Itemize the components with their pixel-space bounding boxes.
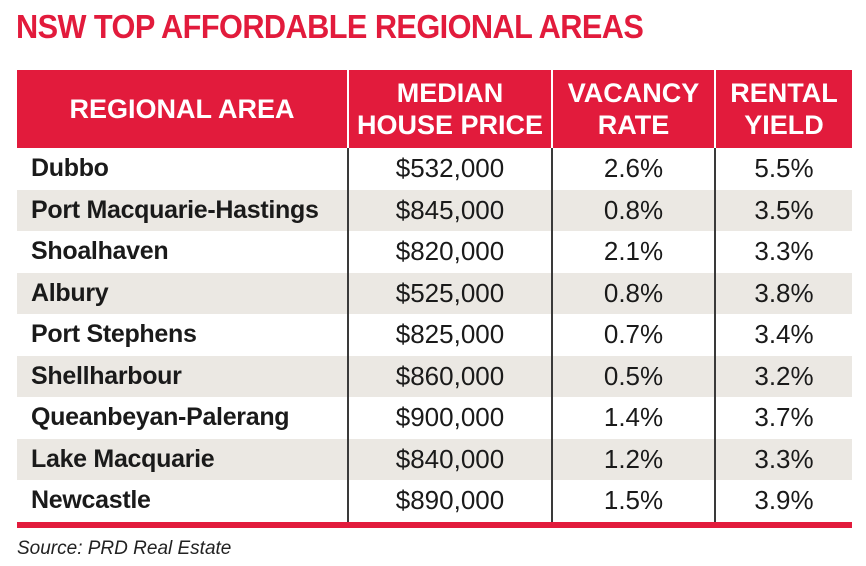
bottom-divider [17,522,852,528]
cell-regional-area: Dubbo [17,148,349,190]
cell-rental-yield: 3.3% [715,231,852,273]
cell-median-house-price: $532,000 [348,148,553,190]
table-row: Dubbo $532,000 2.6% 5.5% [17,148,852,190]
cell-median-house-price: $890,000 [348,480,553,522]
table-row: Queanbeyan-Palerang $900,000 1.4% 3.7% [17,397,852,439]
cell-regional-area: Lake Macquarie [17,438,349,480]
table-header: REGIONAL AREA MEDIAN HOUSE PRICE VACANCY… [17,70,852,148]
cell-rental-yield: 5.5% [715,148,852,190]
table-row: Lake Macquarie $840,000 1.2% 3.3% [17,438,852,480]
header-regional-area: REGIONAL AREA [17,70,349,148]
cell-regional-area: Queanbeyan-Palerang [17,397,349,439]
cell-median-house-price: $860,000 [348,355,553,397]
table-row: Port Stephens $825,000 0.7% 3.4% [17,314,852,356]
cell-median-house-price: $525,000 [348,272,553,314]
cell-rental-yield: 3.5% [715,189,852,231]
header-row: REGIONAL AREA MEDIAN HOUSE PRICE VACANCY… [17,70,852,148]
source-note: Source: PRD Real Estate [17,538,232,559]
cell-median-house-price: $845,000 [348,189,553,231]
table-row: Newcastle $890,000 1.5% 3.9% [17,480,852,522]
cell-rental-yield: 3.7% [715,397,852,439]
cell-vacancy-rate: 1.2% [552,438,716,480]
cell-regional-area: Shellharbour [17,355,349,397]
cell-regional-area: Albury [17,272,349,314]
header-rental-yield: RENTAL YIELD [715,70,852,148]
cell-vacancy-rate: 0.8% [552,189,716,231]
table-row: Shellharbour $860,000 0.5% 3.2% [17,355,852,397]
cell-vacancy-rate: 1.5% [552,480,716,522]
table-body: Dubbo $532,000 2.6% 5.5% Port Macquarie-… [17,148,852,522]
page-title: NSW TOP AFFORDABLE REGIONAL AREAS [16,8,644,45]
cell-rental-yield: 3.9% [715,480,852,522]
data-table: REGIONAL AREA MEDIAN HOUSE PRICE VACANCY… [17,70,852,522]
cell-regional-area: Port Macquarie-Hastings [17,189,349,231]
cell-median-house-price: $825,000 [348,314,553,356]
cell-median-house-price: $820,000 [348,231,553,273]
header-median-house-price: MEDIAN HOUSE PRICE [348,70,553,148]
cell-vacancy-rate: 1.4% [552,397,716,439]
cell-regional-area: Newcastle [17,480,349,522]
table-row: Port Macquarie-Hastings $845,000 0.8% 3.… [17,189,852,231]
cell-vacancy-rate: 0.8% [552,272,716,314]
cell-median-house-price: $840,000 [348,438,553,480]
cell-rental-yield: 3.2% [715,355,852,397]
cell-median-house-price: $900,000 [348,397,553,439]
cell-vacancy-rate: 2.1% [552,231,716,273]
table-row: Albury $525,000 0.8% 3.8% [17,272,852,314]
cell-vacancy-rate: 0.5% [552,355,716,397]
cell-vacancy-rate: 0.7% [552,314,716,356]
cell-regional-area: Shoalhaven [17,231,349,273]
header-vacancy-rate: VACANCY RATE [552,70,716,148]
cell-vacancy-rate: 2.6% [552,148,716,190]
cell-rental-yield: 3.4% [715,314,852,356]
table-row: Shoalhaven $820,000 2.1% 3.3% [17,231,852,273]
cell-rental-yield: 3.8% [715,272,852,314]
cell-rental-yield: 3.3% [715,438,852,480]
cell-regional-area: Port Stephens [17,314,349,356]
